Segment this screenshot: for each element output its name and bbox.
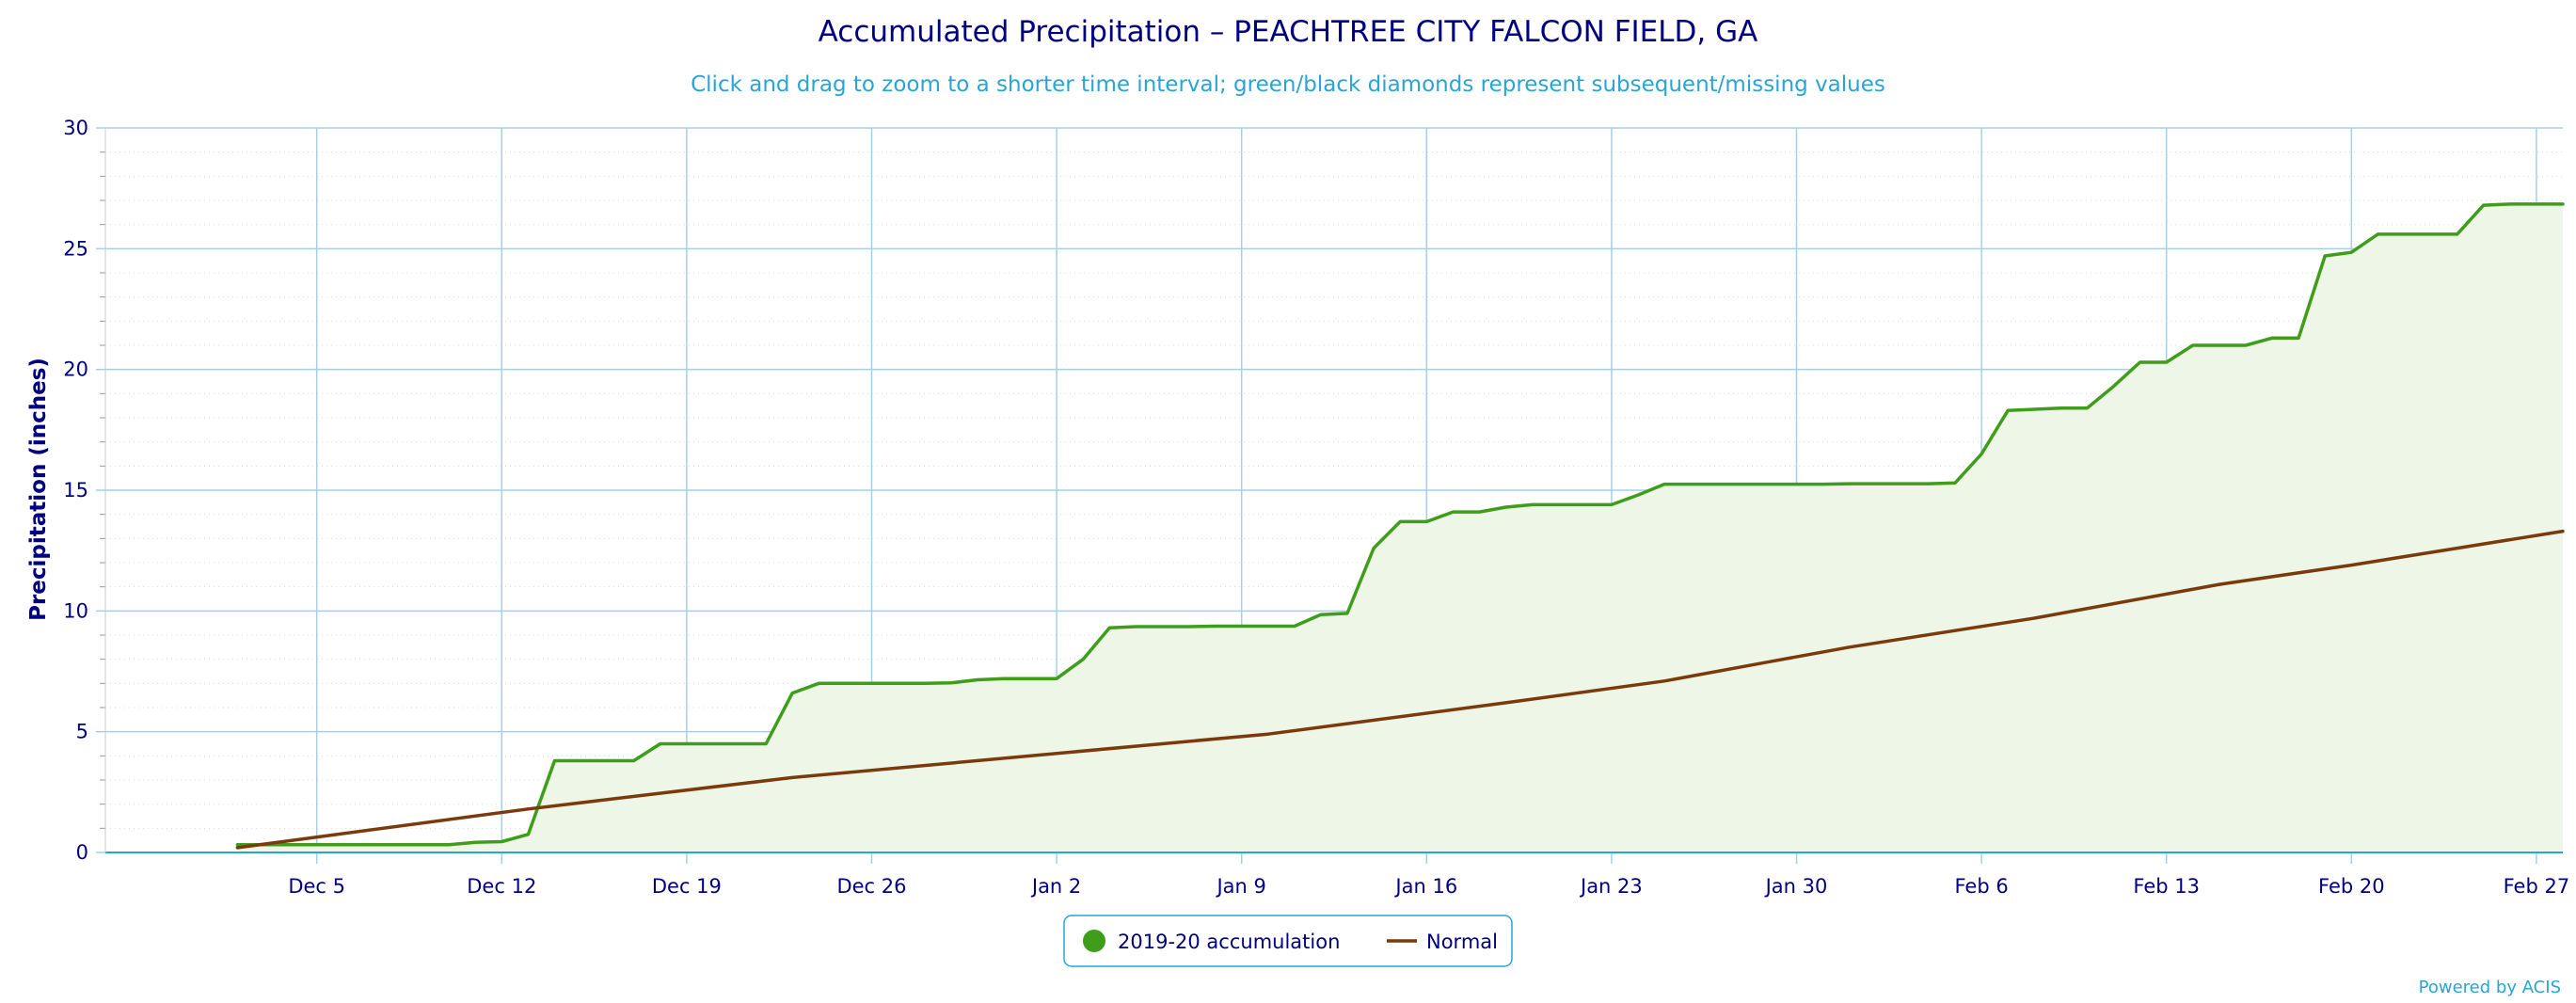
x-tick-label: Jan 2 bbox=[1030, 875, 1081, 898]
y-tick-label: 30 bbox=[63, 117, 88, 139]
legend-item-normal[interactable]: Normal bbox=[1387, 931, 1498, 953]
series-line-0[interactable] bbox=[235, 202, 2565, 847]
legend-label-normal: Normal bbox=[1426, 931, 1498, 953]
legend-marker-accumulation-icon bbox=[1083, 930, 1105, 952]
chart-subtitle: Click and drag to zoom to a shorter time… bbox=[691, 72, 1885, 97]
legend-box bbox=[1063, 915, 1513, 967]
legend-label-accumulation: 2019-20 accumulation bbox=[1118, 931, 1340, 953]
y-tick-label: 25 bbox=[63, 237, 88, 260]
legend-item-accumulation[interactable]: 2019-20 accumulation bbox=[1083, 930, 1340, 953]
y-tick-label: 5 bbox=[76, 721, 88, 743]
x-tick-label: Feb 6 bbox=[1954, 875, 2008, 898]
plot-area[interactable] bbox=[237, 203, 2564, 852]
axes: 0 5 10 15 20 25 30 Dec 5 Dec 12 Dec 19 Dec 26 Jan 2… bbox=[63, 117, 2569, 898]
legend[interactable]: 2019-20 accumulation Normal bbox=[1063, 915, 1513, 967]
x-tick-label: Dec 12 bbox=[467, 875, 536, 898]
x-tick-label: Dec 5 bbox=[288, 875, 345, 898]
y-tick-label: 10 bbox=[63, 599, 88, 622]
y-tick-label: 0 bbox=[76, 841, 88, 864]
x-tick-label: Feb 27 bbox=[2504, 875, 2570, 898]
x-tick-label: Feb 13 bbox=[2133, 875, 2200, 898]
credits-link[interactable]: Powered by ACIS bbox=[2419, 978, 2561, 997]
x-tick-label: Feb 20 bbox=[2318, 875, 2385, 898]
series-lines[interactable] bbox=[235, 202, 2565, 850]
x-tick-label: Jan 30 bbox=[1764, 875, 1828, 898]
y-tick-label: 15 bbox=[63, 479, 88, 502]
y-axis-title: Precipitation (inches) bbox=[26, 358, 51, 621]
x-tick-label: Jan 9 bbox=[1215, 875, 1265, 898]
x-tick-label: Dec 26 bbox=[836, 875, 906, 898]
area-fill-series-0 bbox=[237, 203, 2564, 852]
x-tick-label: Jan 23 bbox=[1579, 875, 1643, 898]
series-line-1[interactable] bbox=[235, 529, 2565, 850]
x-tick-label: Dec 19 bbox=[652, 875, 722, 898]
x-tick-label: Jan 16 bbox=[1393, 875, 1457, 898]
y-tick-label: 20 bbox=[63, 358, 88, 381]
chart-title: Accumulated Precipitation – PEACHTREE CI… bbox=[819, 15, 1758, 49]
